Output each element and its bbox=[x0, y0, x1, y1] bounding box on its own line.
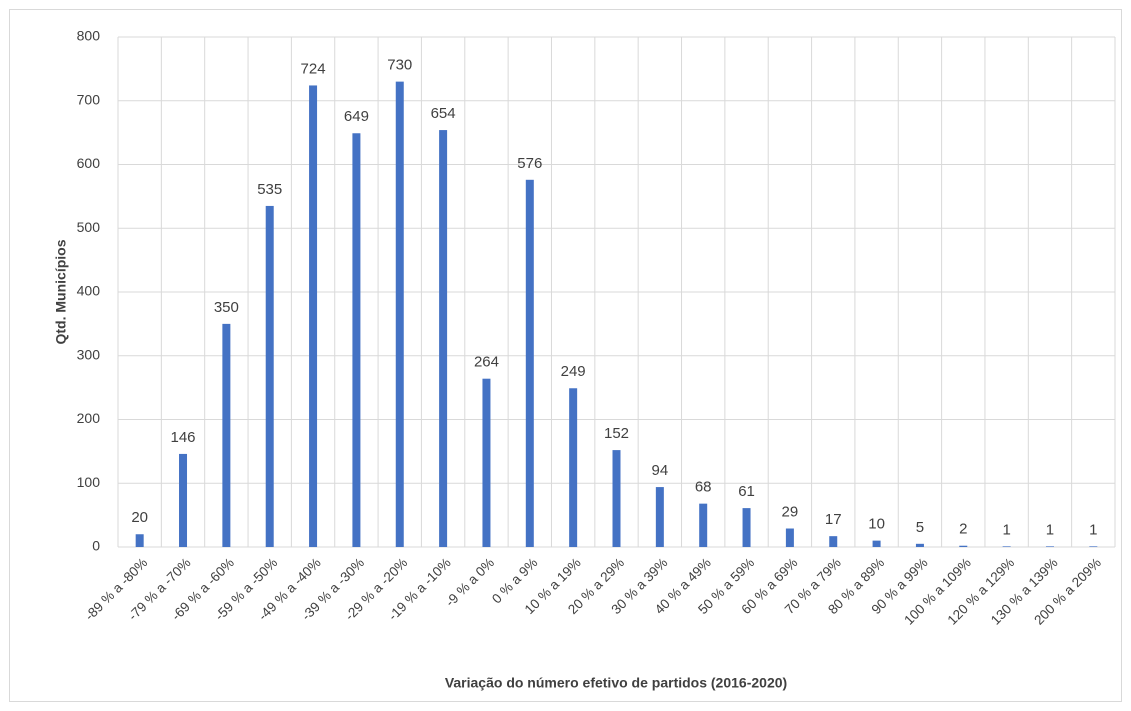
bar bbox=[655, 487, 664, 547]
value-label: 146 bbox=[171, 429, 196, 446]
chart-frame bbox=[9, 9, 1122, 702]
value-label: 17 bbox=[825, 511, 842, 528]
bar bbox=[482, 378, 491, 547]
bar bbox=[1089, 546, 1098, 547]
bar bbox=[829, 536, 838, 547]
bar bbox=[439, 130, 448, 547]
value-label: 29 bbox=[782, 503, 799, 520]
value-label: 2 bbox=[959, 521, 967, 538]
value-label: 68 bbox=[695, 479, 712, 496]
bar bbox=[872, 540, 881, 547]
value-label: 1 bbox=[1089, 521, 1097, 538]
y-tick-label: 800 bbox=[77, 28, 101, 44]
value-label: 264 bbox=[474, 354, 499, 371]
bar bbox=[785, 528, 794, 547]
bar bbox=[1002, 546, 1011, 547]
value-label: 1 bbox=[1046, 521, 1054, 538]
value-label: 649 bbox=[344, 108, 369, 125]
bar bbox=[1045, 546, 1054, 547]
bar bbox=[179, 453, 188, 547]
value-label: 152 bbox=[604, 425, 629, 442]
bar bbox=[569, 388, 578, 547]
y-tick-label: 100 bbox=[77, 474, 101, 490]
y-tick-label: 400 bbox=[77, 283, 101, 299]
value-label: 1 bbox=[1002, 521, 1010, 538]
bar bbox=[959, 545, 968, 547]
bar bbox=[309, 85, 318, 547]
value-label: 724 bbox=[301, 60, 326, 77]
y-tick-label: 0 bbox=[92, 538, 100, 554]
bar bbox=[265, 205, 274, 547]
y-tick-label: 300 bbox=[77, 346, 101, 362]
bar bbox=[612, 450, 621, 547]
bar bbox=[699, 503, 708, 547]
value-label: 20 bbox=[131, 509, 148, 526]
value-label: 576 bbox=[517, 155, 542, 172]
value-label: 730 bbox=[387, 57, 412, 74]
x-axis-title: Variação do número efetivo de partidos (… bbox=[445, 675, 787, 691]
bar bbox=[135, 534, 144, 547]
y-tick-label: 500 bbox=[77, 219, 101, 235]
bar bbox=[915, 543, 924, 547]
bar bbox=[395, 81, 404, 547]
value-label: 249 bbox=[561, 363, 586, 380]
bar bbox=[742, 508, 751, 547]
value-label: 350 bbox=[214, 299, 239, 316]
value-label: 10 bbox=[868, 516, 885, 533]
value-label: 654 bbox=[431, 105, 456, 122]
value-label: 61 bbox=[738, 483, 755, 500]
y-tick-label: 200 bbox=[77, 410, 101, 426]
value-label: 535 bbox=[257, 181, 282, 198]
bar bbox=[352, 133, 361, 547]
bar bbox=[525, 179, 534, 548]
bar bbox=[222, 323, 231, 547]
y-axis-title: Qtd. Municípios bbox=[53, 239, 69, 344]
y-tick-label: 600 bbox=[77, 155, 101, 171]
y-tick-label: 700 bbox=[77, 91, 101, 107]
value-label: 5 bbox=[916, 519, 924, 536]
value-label: 94 bbox=[652, 462, 669, 479]
